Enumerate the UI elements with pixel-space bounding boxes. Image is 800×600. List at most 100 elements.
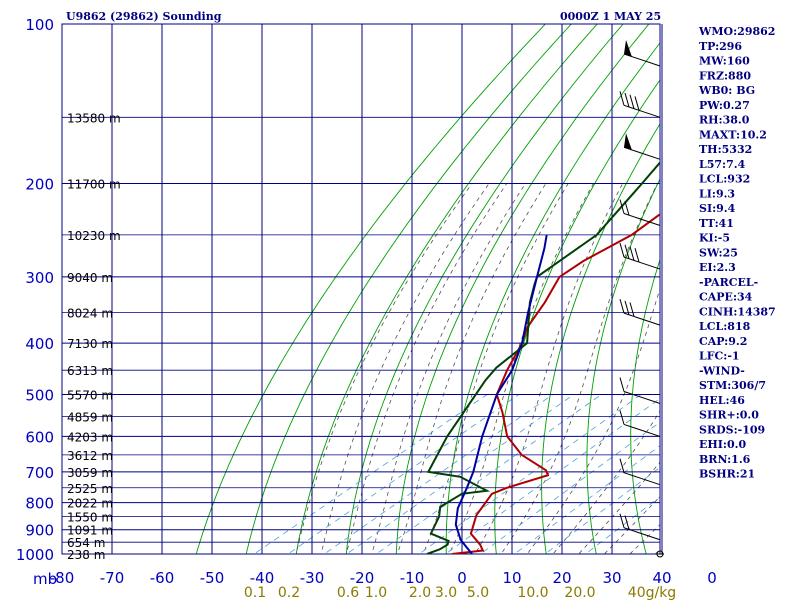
wind-barb-shaft <box>623 527 661 541</box>
dry-adiabat <box>445 42 660 554</box>
wind-barb-feather <box>634 248 640 263</box>
index-line: PW:0.27 <box>699 99 750 112</box>
pressure-tick-label: 300 <box>25 269 54 287</box>
index-line: -WIND- <box>699 364 745 377</box>
temperature-tick-label: -70 <box>100 569 125 587</box>
temperature-tick-label: 0 <box>457 569 467 587</box>
chart-title: U9862 (29862) Sounding <box>66 10 222 23</box>
pressure-unit-label: mb <box>33 570 57 588</box>
wind-barb-shaft <box>623 312 661 326</box>
height-label: 5570 m <box>67 388 113 402</box>
index-line: LCL:818 <box>699 320 751 333</box>
index-line: CAPE:34 <box>699 291 753 304</box>
wind-barb-feather <box>619 242 625 258</box>
dry-adiabat <box>586 178 660 554</box>
mixing-ratio-line <box>346 394 575 554</box>
temperature-tick-label: 0 <box>707 569 717 587</box>
wind-barb-feather <box>629 94 635 109</box>
height-label: 1550 m <box>67 511 113 525</box>
wind-barb-feather <box>619 91 625 106</box>
wind-barb-feather <box>634 96 640 111</box>
index-line: L57:7.4 <box>699 158 746 171</box>
height-label: 13580 m <box>67 111 121 125</box>
index-line: LFC:-1 <box>699 350 740 363</box>
temperature-tick-label: -30 <box>300 569 325 587</box>
moist-adiabat <box>448 183 594 554</box>
wind-barb-pennant <box>624 39 632 57</box>
wind-barb <box>623 39 661 67</box>
index-line: BSHR:21 <box>699 468 755 481</box>
pressure-tick-label: 1000 <box>16 546 54 564</box>
wind-barb <box>656 550 664 558</box>
index-line: FRZ:880 <box>699 69 751 82</box>
height-label: 7130 m <box>67 337 113 351</box>
index-line: EI:2.3 <box>699 261 736 274</box>
wind-barb-shaft <box>623 104 661 118</box>
wind-barb <box>619 299 661 326</box>
wind-barb-layer <box>619 39 664 558</box>
height-label: 11700 m <box>67 178 121 192</box>
index-line: LI:9.3 <box>699 187 735 200</box>
wind-barb-feather <box>624 300 630 315</box>
dry-adiabat <box>395 24 650 554</box>
mixing-ratio-line <box>375 394 602 554</box>
index-line: WMO:29862 <box>698 25 775 38</box>
index-line: RH:38.0 <box>699 114 750 127</box>
height-label: 10230 m <box>67 229 121 243</box>
parcel-line <box>454 234 548 554</box>
index-line: MW:160 <box>699 55 750 68</box>
temperature-tick-label: -20 <box>350 569 375 587</box>
mixing-ratio-line <box>418 394 642 554</box>
index-line: TP:296 <box>699 40 742 53</box>
mixing-ratio-line <box>544 466 660 554</box>
wind-barb <box>619 410 661 437</box>
mixing-ratio-label: 20.0 <box>564 585 595 600</box>
mixing-ratio-label: 0.2 <box>278 585 300 600</box>
height-label: 2525 m <box>67 482 113 496</box>
wind-barb-feather <box>624 244 630 259</box>
index-line: MAXT:10.2 <box>699 128 767 141</box>
wind-barb-shaft <box>623 472 661 486</box>
pressure-grid <box>61 23 663 555</box>
pressure-tick-label: 400 <box>25 335 54 353</box>
wind-barb-feather <box>619 299 625 314</box>
wind-barb <box>619 242 661 270</box>
pressure-tick-label: 500 <box>25 386 54 404</box>
temperature-tick-label: 30 <box>602 569 621 587</box>
wind-barb <box>619 199 661 226</box>
mixing-ratio-label: 3.0 <box>435 585 457 600</box>
temperature-tick-label: -60 <box>150 569 175 587</box>
wind-barb-shaft <box>623 213 661 226</box>
mixing-ratio-line <box>584 496 660 554</box>
dry-adiabat <box>195 24 546 554</box>
temperature-line <box>451 212 660 554</box>
moist-adiabat <box>552 410 660 554</box>
moist-adiabat <box>295 183 473 554</box>
mixing-ratio-label: 2.0 <box>409 585 431 600</box>
wind-barb-feather <box>624 92 630 108</box>
pressure-tick-label: 200 <box>25 176 54 194</box>
mixing-ratio-line <box>253 394 488 554</box>
height-label: 6313 m <box>67 364 113 378</box>
temperature-tick-label: -40 <box>250 569 275 587</box>
pressure-tick-label: 800 <box>25 495 54 513</box>
wind-barb-shaft <box>623 256 661 270</box>
height-label: 1091 m <box>67 524 113 538</box>
index-line: STM:306/7 <box>699 379 766 392</box>
dry-adiabat <box>295 24 598 554</box>
temperature-tick-label: 10 <box>502 569 521 587</box>
pressure-tick-label: 900 <box>25 522 54 540</box>
wind-barb <box>619 91 661 118</box>
height-label: 3612 m <box>67 449 113 463</box>
wind-barb-feather <box>619 377 625 392</box>
index-line: TH:5332 <box>699 143 752 156</box>
wind-barb-shaft <box>623 423 661 437</box>
pressure-tick-label: 700 <box>25 464 54 482</box>
dry-adiabat <box>494 79 660 554</box>
temperature-tick-label: -10 <box>400 569 425 587</box>
wind-barb <box>619 377 661 404</box>
mixing-ratio-label: 1.0 <box>365 585 387 600</box>
index-line: CINH:14387 <box>699 305 776 318</box>
